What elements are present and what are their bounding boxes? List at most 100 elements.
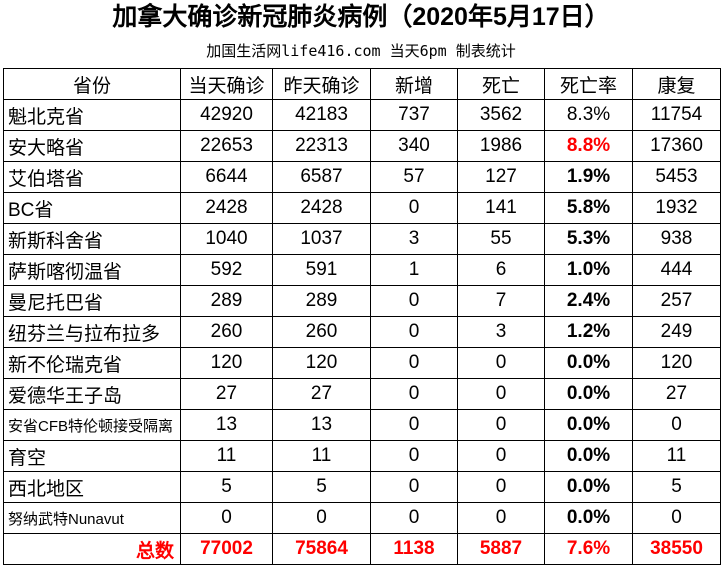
new-cell: 0	[370, 471, 458, 503]
column-header: 省份	[3, 68, 181, 100]
deaths-cell: 6	[457, 254, 545, 286]
recovered-cell: 11754	[632, 99, 721, 131]
today-cell: 6644	[180, 161, 273, 193]
total-recovered-cell: 38550	[632, 533, 721, 565]
deaths-cell: 3562	[457, 99, 545, 131]
today-cell: 5	[180, 471, 273, 503]
rate-cell: 8.3%	[544, 99, 633, 131]
rate-cell: 1.0%	[544, 254, 633, 286]
province-cell: 育空	[3, 440, 181, 472]
province-cell: 西北地区	[3, 471, 181, 503]
province-cell: 安大略省	[3, 130, 181, 162]
new-cell: 57	[370, 161, 458, 193]
deaths-cell: 1986	[457, 130, 545, 162]
yesterday-cell: 289	[272, 285, 371, 317]
province-cell: 曼尼托巴省	[3, 285, 181, 317]
new-cell: 3	[370, 223, 458, 255]
deaths-cell: 7	[457, 285, 545, 317]
new-cell: 0	[370, 316, 458, 348]
today-cell: 592	[180, 254, 273, 286]
table-row: 魁北克省 42920 42183 737 3562 8.3% 11754	[3, 99, 721, 131]
new-cell: 1	[370, 254, 458, 286]
new-cell: 737	[370, 99, 458, 131]
yesterday-cell: 591	[272, 254, 371, 286]
total-yesterday-cell: 75864	[272, 533, 371, 565]
province-cell: 萨斯喀彻温省	[3, 254, 181, 286]
table-row: 爱德华王子岛 27 27 0 0 0.0% 27	[3, 378, 721, 410]
table-row: 新不伦瑞克省 120 120 0 0 0.0% 120	[3, 347, 721, 379]
new-cell: 0	[370, 347, 458, 379]
yesterday-cell: 0	[272, 502, 371, 534]
rate-cell: 1.2%	[544, 316, 633, 348]
rate-cell: 0.0%	[544, 409, 633, 441]
rate-cell: 5.8%	[544, 192, 633, 224]
rate-cell: 0.0%	[544, 378, 633, 410]
header-row: 省份 当天确诊 昨天确诊 新增 死亡 死亡率 康复	[3, 68, 721, 100]
today-cell: 120	[180, 347, 273, 379]
table-row: 萨斯喀彻温省 592 591 1 6 1.0% 444	[3, 254, 721, 286]
table-row: 曼尼托巴省 289 289 0 7 2.4% 257	[3, 285, 721, 317]
total-row: 总数 77002 75864 1138 5887 7.6% 38550	[3, 533, 721, 565]
total-rate-cell: 7.6%	[544, 533, 633, 565]
today-cell: 27	[180, 378, 273, 410]
column-header: 死亡	[457, 68, 545, 100]
yesterday-cell: 42183	[272, 99, 371, 131]
today-cell: 13	[180, 409, 273, 441]
new-cell: 0	[370, 409, 458, 441]
yesterday-cell: 6587	[272, 161, 371, 193]
province-cell: 安省CFB特伦顿接受隔离	[3, 409, 181, 441]
today-cell: 289	[180, 285, 273, 317]
rate-cell: 0.0%	[544, 440, 633, 472]
new-cell: 0	[370, 440, 458, 472]
page-subtitle: 加国生活网life416.com 当天6pm 制表统计	[206, 42, 516, 60]
yesterday-cell: 2428	[272, 192, 371, 224]
yesterday-cell: 11	[272, 440, 371, 472]
deaths-cell: 3	[457, 316, 545, 348]
recovered-cell: 5453	[632, 161, 721, 193]
recovered-cell: 0	[632, 502, 721, 534]
recovered-cell: 938	[632, 223, 721, 255]
province-cell: BC省	[3, 192, 181, 224]
total-new-cell: 1138	[370, 533, 458, 565]
column-header: 死亡率	[544, 68, 633, 100]
province-cell: 努纳武特Nunavut	[3, 502, 181, 534]
deaths-cell: 55	[457, 223, 545, 255]
yesterday-cell: 5	[272, 471, 371, 503]
today-cell: 1040	[180, 223, 273, 255]
new-cell: 340	[370, 130, 458, 162]
yesterday-cell: 120	[272, 347, 371, 379]
recovered-cell: 249	[632, 316, 721, 348]
column-header: 康复	[632, 68, 721, 100]
yesterday-cell: 260	[272, 316, 371, 348]
column-header: 昨天确诊	[272, 68, 371, 100]
deaths-cell: 0	[457, 502, 545, 534]
total-today-cell: 77002	[180, 533, 273, 565]
new-cell: 0	[370, 192, 458, 224]
today-cell: 2428	[180, 192, 273, 224]
covid-cases-table: 省份 当天确诊 昨天确诊 新增 死亡 死亡率 康复 魁北克省 42920 42183 737 356…	[3, 68, 721, 565]
recovered-cell: 5	[632, 471, 721, 503]
today-cell: 22653	[180, 130, 273, 162]
today-cell: 0	[180, 502, 273, 534]
column-header: 当天确诊	[180, 68, 273, 100]
recovered-cell: 257	[632, 285, 721, 317]
deaths-cell: 0	[457, 347, 545, 379]
rate-cell: 0.0%	[544, 502, 633, 534]
yesterday-cell: 22313	[272, 130, 371, 162]
recovered-cell: 17360	[632, 130, 721, 162]
table-row: 安省CFB特伦顿接受隔离 13 13 0 0 0.0% 0	[3, 409, 721, 441]
table-row: 纽芬兰与拉布拉多 260 260 0 3 1.2% 249	[3, 316, 721, 348]
recovered-cell: 0	[632, 409, 721, 441]
table-row: 育空 11 11 0 0 0.0% 11	[3, 440, 721, 472]
table-row: 艾伯塔省 6644 6587 57 127 1.9% 5453	[3, 161, 721, 193]
table-row: 努纳武特Nunavut 0 0 0 0 0.0% 0	[3, 502, 721, 534]
table-row: 西北地区 5 5 0 0 0.0% 5	[3, 471, 721, 503]
new-cell: 0	[370, 502, 458, 534]
recovered-cell: 27	[632, 378, 721, 410]
province-cell: 纽芬兰与拉布拉多	[3, 316, 181, 348]
new-cell: 0	[370, 285, 458, 317]
table-row: BC省 2428 2428 0 141 5.8% 1932	[3, 192, 721, 224]
province-cell: 艾伯塔省	[3, 161, 181, 193]
total-label: 总数	[3, 533, 181, 565]
table-row: 新斯科舍省 1040 1037 3 55 5.3% 938	[3, 223, 721, 255]
